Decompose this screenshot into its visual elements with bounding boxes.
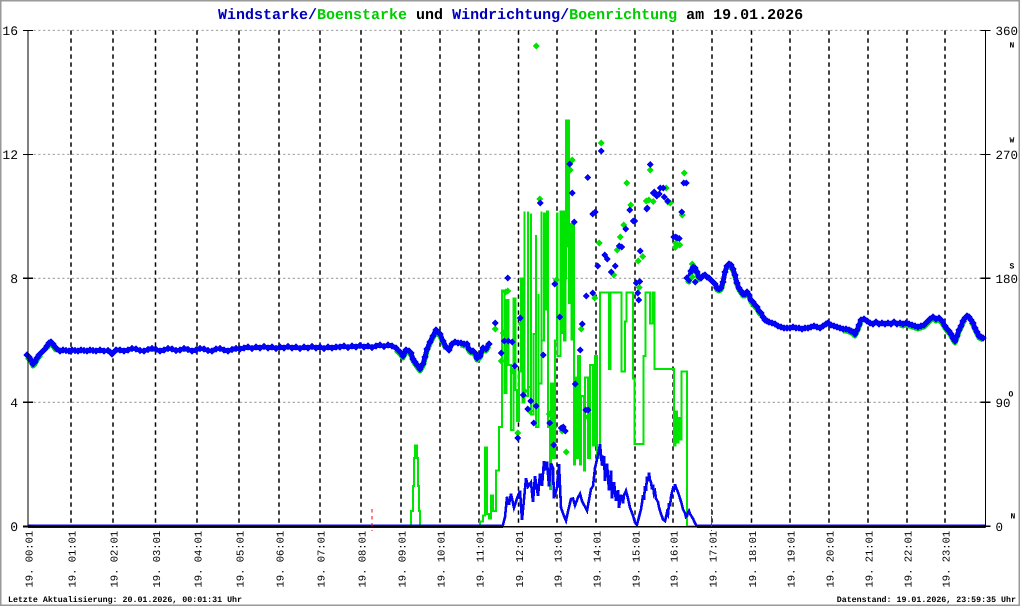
svg-text:Letzte Aktualisierung: 20.01.2: Letzte Aktualisierung: 20.01.2026, 00:01… — [8, 595, 242, 605]
svg-text:19. 18:01: 19. 18:01 — [748, 531, 760, 588]
svg-text:19. 09:01: 19. 09:01 — [398, 531, 410, 588]
svg-text:0: 0 — [996, 521, 1004, 535]
svg-text:19. 16:01: 19. 16:01 — [670, 531, 682, 588]
svg-text:19. 07:01: 19. 07:01 — [317, 531, 329, 588]
svg-text:0: 0 — [10, 520, 18, 535]
svg-text:19. 23:01: 19. 23:01 — [942, 531, 954, 588]
svg-text:19. 03:01: 19. 03:01 — [152, 531, 164, 588]
svg-text:19. 14:01: 19. 14:01 — [593, 531, 605, 588]
svg-text:19. 02:01: 19. 02:01 — [110, 531, 122, 588]
svg-text:19. 11:01: 19. 11:01 — [476, 531, 488, 588]
svg-text:Windstarke/Boenstarke und Wind: Windstarke/Boenstarke und Windrichtung/B… — [218, 7, 803, 24]
svg-text:19. 20:01: 19. 20:01 — [826, 531, 838, 588]
svg-text:19. 10:01: 19. 10:01 — [437, 531, 449, 588]
svg-text:19. 21:01: 19. 21:01 — [865, 531, 877, 588]
svg-text:O: O — [1009, 391, 1014, 400]
svg-text:S: S — [1010, 262, 1015, 271]
svg-text:16: 16 — [2, 24, 18, 39]
svg-text:8: 8 — [10, 272, 18, 287]
svg-text:360: 360 — [996, 25, 1019, 39]
svg-text:W: W — [1010, 137, 1015, 146]
svg-text:19. 04:01: 19. 04:01 — [194, 531, 206, 588]
svg-text:270: 270 — [996, 149, 1019, 163]
svg-text:19. 17:01: 19. 17:01 — [709, 531, 721, 588]
svg-text:90: 90 — [996, 397, 1011, 411]
svg-text:180: 180 — [996, 273, 1019, 287]
svg-text:4: 4 — [10, 396, 18, 411]
svg-text:N: N — [1011, 513, 1016, 522]
svg-text:19. 05:01: 19. 05:01 — [236, 531, 248, 588]
svg-text:19. 13:01: 19. 13:01 — [554, 531, 566, 588]
svg-text:Datenstand: 19.01.2026, 23:59:: Datenstand: 19.01.2026, 23:59:35 Uhr — [837, 595, 1016, 605]
svg-text:19. 12:01: 19. 12:01 — [515, 531, 527, 588]
svg-text:19. 15:01: 19. 15:01 — [632, 531, 644, 588]
svg-text:19. 19:01: 19. 19:01 — [787, 531, 799, 588]
svg-text:19. 01:01: 19. 01:01 — [68, 531, 80, 588]
svg-text:19. 08:01: 19. 08:01 — [358, 531, 370, 588]
svg-text:19. 00:01: 19. 00:01 — [25, 531, 37, 588]
svg-text:19. 22:01: 19. 22:01 — [904, 531, 916, 588]
svg-text:12: 12 — [2, 148, 18, 163]
svg-text:N: N — [1010, 41, 1015, 50]
svg-text:19. 06:01: 19. 06:01 — [276, 531, 288, 588]
